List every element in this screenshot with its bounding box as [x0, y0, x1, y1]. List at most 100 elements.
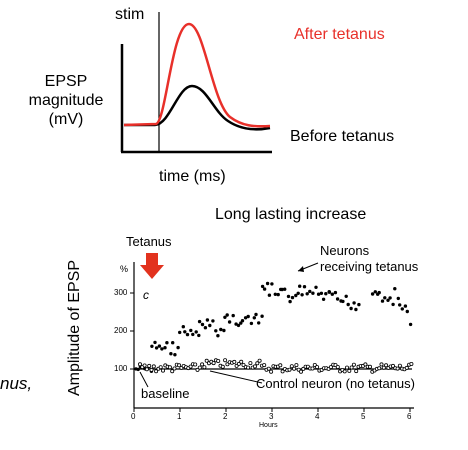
tetanized-point [236, 323, 241, 328]
tetanized-point [383, 296, 387, 300]
control-point [223, 358, 228, 363]
tetanized-point [214, 329, 218, 333]
y-tick-200: 200 [114, 326, 128, 335]
control-point [154, 369, 159, 374]
x-tick-4: 4 [315, 412, 320, 421]
tetanized-point [211, 319, 215, 323]
tetanized-point [276, 292, 280, 297]
top-y-label-line1: EPSP [44, 73, 88, 90]
control-point [147, 363, 152, 368]
control-point [232, 359, 237, 364]
x-tick-6: 6 [407, 412, 412, 421]
control-point [289, 364, 294, 369]
stim-label: stim [115, 6, 145, 23]
tetanized-point [169, 352, 173, 356]
tetanized-point [157, 344, 162, 348]
baseline-pointer-line [139, 371, 149, 388]
control-point [149, 367, 154, 372]
control-point [142, 363, 147, 368]
control-point [363, 362, 368, 367]
control-point [287, 367, 292, 372]
tetanized-point [265, 281, 270, 286]
control-point [167, 365, 172, 370]
control-point [298, 369, 303, 374]
tetanized-point [377, 290, 381, 295]
tetanized-point [249, 321, 254, 326]
control-point [202, 365, 207, 370]
tetanized-point [178, 330, 182, 335]
control-point [160, 368, 165, 373]
x-tick-1: 1 [177, 412, 182, 421]
tetanized-point [181, 325, 185, 329]
tetanized-point [308, 289, 312, 294]
control-point [335, 364, 340, 369]
control-point [395, 366, 400, 371]
control-point [137, 362, 142, 367]
tetanized-point [260, 284, 265, 289]
tetanized-point [294, 293, 298, 298]
tetanized-point [283, 287, 287, 291]
tetanized-point [153, 340, 157, 345]
baseline-label: baseline [141, 386, 190, 401]
tetanized-point [219, 327, 223, 332]
control-point [381, 365, 386, 370]
tetanized-point [246, 314, 250, 319]
control-points [137, 358, 414, 374]
control-point [200, 362, 205, 367]
tetanized-point [286, 294, 291, 299]
tetanized-point [160, 347, 164, 351]
tetanized-point [354, 307, 358, 312]
tetanized-point [408, 322, 413, 327]
tetanized-point [296, 291, 300, 295]
control-point [158, 365, 163, 370]
tetanized-point [176, 345, 180, 350]
control-point [390, 363, 395, 368]
tetanized-point [290, 295, 295, 300]
control-point [239, 359, 244, 364]
control-point [197, 365, 202, 370]
tetanus-arrow-icon [140, 253, 164, 279]
tetanized-point [243, 316, 248, 320]
tetanized-point [185, 332, 190, 337]
tetanized-point [231, 313, 235, 318]
panel-letter: c [143, 288, 149, 302]
tetanized-point [388, 296, 392, 300]
control-point [204, 358, 209, 363]
tetanized-point [344, 294, 348, 298]
after-tetanus-label: After tetanus [294, 26, 385, 43]
tetanized-point [200, 322, 205, 327]
control-point [151, 364, 156, 369]
control-point [354, 369, 359, 374]
tetanized-point [150, 344, 154, 348]
tetanized-point [194, 330, 198, 334]
control-point [328, 365, 333, 370]
tetanized-point [398, 303, 402, 307]
x-tick-2: 2 [223, 412, 228, 421]
top-y-label: EPSP magnitude (mV) [20, 72, 112, 129]
control-point [262, 363, 267, 368]
control-point [315, 365, 320, 370]
tetanized-point [205, 318, 210, 322]
tetanized-point [267, 293, 272, 297]
tetanized-point [171, 341, 175, 345]
control-point [269, 369, 274, 374]
control-point [248, 361, 253, 366]
y-tick-100: 100 [114, 364, 128, 373]
control-pointer-line [209, 370, 263, 384]
control-neuron-label: Control neuron (no tetanus) [256, 376, 415, 391]
control-point [347, 368, 352, 373]
x-tick-0: 0 [131, 412, 136, 421]
control-point [255, 361, 260, 366]
tetanized-point [197, 319, 202, 324]
tetanus-label: Tetanus [126, 234, 172, 249]
tetanized-point [288, 299, 292, 304]
control-point [301, 366, 306, 371]
control-point [397, 363, 402, 368]
tetanized-point [311, 291, 315, 295]
control-point [195, 367, 200, 372]
tetanized-point [252, 316, 256, 320]
tetanized-point [298, 284, 302, 288]
tetanized-point [208, 323, 212, 328]
